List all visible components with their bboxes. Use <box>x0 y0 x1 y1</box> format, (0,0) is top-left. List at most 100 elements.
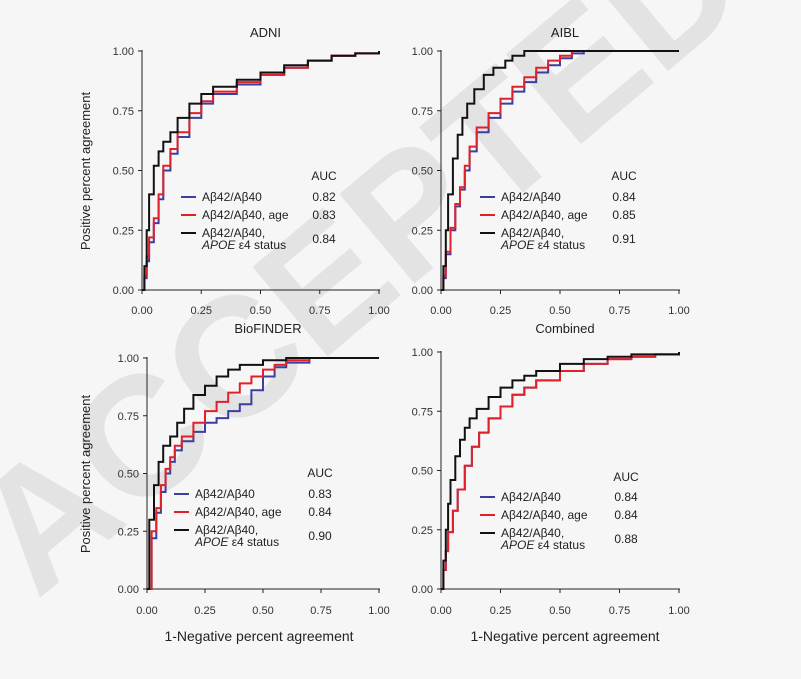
x-tick-label: 0.75 <box>310 605 331 617</box>
x-tick-label: 0.50 <box>250 305 271 317</box>
x-tick-label: 0.00 <box>430 305 451 317</box>
x-tick-label: 1.00 <box>368 605 389 617</box>
x-tick-label: 0.25 <box>191 305 212 317</box>
y-tick-label: 0.50 <box>412 166 433 178</box>
legend-label-gene: APOE <box>500 238 535 252</box>
y-tick-label: 0.50 <box>113 166 134 178</box>
roc-curve-3 <box>142 51 380 291</box>
y-tick-label: 0.25 <box>412 225 433 237</box>
legend-label: Aβ42/Aβ40, age <box>195 505 282 519</box>
legend-auc-value: 0.84 <box>614 508 638 522</box>
x-tick-label: 0.25 <box>490 305 511 317</box>
y-tick-label: 0.50 <box>412 466 433 478</box>
legend-label-line2: APOE ε4 status <box>201 238 286 252</box>
y-tick-label: 0.75 <box>412 406 433 418</box>
legend-label-gene: APOE <box>500 538 535 552</box>
legend-auc-header: AUC <box>613 470 639 484</box>
y-tick-label: 0.00 <box>113 285 134 297</box>
legend-auc-value: 0.85 <box>612 208 636 222</box>
panel-adni: ADNI 0.00 0.00 0.25 0.25 0.50 0.50 0.75 0.75 1.00… <box>113 25 390 317</box>
legend-auc-header: AUC <box>307 466 333 480</box>
legend-auc-value: 0.88 <box>614 532 638 546</box>
x-tick-label: 0.50 <box>549 605 570 617</box>
legend-auc-header: AUC <box>611 169 637 183</box>
panel-title: BioFINDER <box>234 321 301 336</box>
legend-label: Aβ42/Aβ40, age <box>501 508 588 522</box>
roc-curve-3 <box>441 50 679 291</box>
legend-label: Aβ42/Aβ40, age <box>202 208 289 222</box>
legend-label: Aβ42/Aβ40, <box>501 226 564 240</box>
legend-label: Aβ42/Aβ40 <box>202 190 262 204</box>
legend-auc-value: 0.84 <box>614 490 638 504</box>
x-tick-label: 0.25 <box>194 605 215 617</box>
x-axis-title-left: 1-Negative percent agreement <box>164 628 353 644</box>
legend-label: Aβ42/Aβ40 <box>195 487 255 501</box>
legend-label-rest: ε4 status <box>235 238 286 252</box>
legend-auc-value: 0.83 <box>312 208 336 222</box>
legend-label: Aβ42/Aβ40, <box>202 226 265 240</box>
y-tick-label: 0.25 <box>113 225 134 237</box>
x-tick-label: 0.00 <box>430 605 451 617</box>
x-tick-label: 0.00 <box>131 305 152 317</box>
panels: ADNI 0.00 0.00 0.25 0.25 0.50 0.50 0.75 0.75 1.00… <box>113 25 690 617</box>
y-tick-label: 0.75 <box>412 106 433 118</box>
legend-auc-value: 0.84 <box>308 505 332 519</box>
legend-auc-value: 0.90 <box>308 529 332 543</box>
legend-label-rest: ε4 status <box>228 535 279 549</box>
x-tick-label: 1.00 <box>668 305 689 317</box>
x-tick-label: 0.50 <box>252 605 273 617</box>
x-tick-label: 0.75 <box>609 305 630 317</box>
legend-label: Aβ42/Aβ40, <box>501 526 564 540</box>
y-tick-label: 0.25 <box>118 526 139 538</box>
legend-label-line2: APOE ε4 status <box>194 535 279 549</box>
panel-title: Combined <box>535 321 594 336</box>
panel-biofinder: BioFINDER 0.00 0.00 0.25 0.25 0.50 0.50 0.75 0.7… <box>118 321 390 617</box>
roc-curve-2 <box>147 357 379 590</box>
y-tick-label: 0.75 <box>113 106 134 118</box>
panel-aibl: AIBL 0.00 0.00 0.25 0.25 0.50 0.50 0.75 0.75 1.00… <box>412 25 690 317</box>
y-tick-label: 0.75 <box>118 411 139 423</box>
legend-auc-value: 0.91 <box>612 232 636 246</box>
legend-auc-value: 0.84 <box>612 190 636 204</box>
roc-curve-3 <box>441 352 680 590</box>
y-tick-label: 1.00 <box>412 46 433 58</box>
x-tick-label: 0.75 <box>309 305 330 317</box>
roc-curve-1 <box>441 352 680 590</box>
y-tick-label: 1.00 <box>118 353 139 365</box>
legend-label: Aβ42/Aβ40, age <box>501 208 588 222</box>
legend-label-line2: APOE ε4 status <box>500 238 585 252</box>
legend-auc-value: 0.82 <box>312 190 336 204</box>
y-tick-label: 1.00 <box>412 347 433 359</box>
legend-label: Aβ42/Aβ40 <box>501 490 561 504</box>
x-tick-label: 1.00 <box>668 605 689 617</box>
y-axis-title-bottom: Positive percent agreement <box>78 394 93 553</box>
x-tick-label: 0.75 <box>609 605 630 617</box>
legend-label-gene: APOE <box>201 238 236 252</box>
x-tick-label: 1.00 <box>368 305 389 317</box>
figure-labels: Positive percent agreement Positive perce… <box>78 91 660 644</box>
x-tick-label: 0.00 <box>136 605 157 617</box>
legend-auc-value: 0.83 <box>308 487 332 501</box>
y-tick-label: 0.00 <box>118 584 139 596</box>
y-tick-label: 0.00 <box>412 584 433 596</box>
legend-auc-value: 0.84 <box>312 232 336 246</box>
legend-label-line2: APOE ε4 status <box>500 538 585 552</box>
panel-title: AIBL <box>551 25 579 40</box>
legend-label: Aβ42/Aβ40, <box>195 523 258 537</box>
legend-label-rest: ε4 status <box>534 538 585 552</box>
x-axis-title-right: 1-Negative percent agreement <box>470 628 659 644</box>
legend-label-gene: APOE <box>194 535 229 549</box>
y-tick-label: 0.00 <box>412 285 433 297</box>
panel-combined: Combined 0.00 0.00 0.25 0.25 0.50 0.50 0.75 0.75… <box>412 321 690 617</box>
roc-curve-2 <box>441 50 679 291</box>
x-tick-label: 0.25 <box>490 605 511 617</box>
panel-title: ADNI <box>250 25 281 40</box>
y-tick-label: 0.25 <box>412 525 433 537</box>
y-axis-title-top: Positive percent agreement <box>78 91 93 250</box>
y-tick-label: 1.00 <box>113 46 134 58</box>
roc-curve-3 <box>147 357 379 590</box>
roc-curve-2 <box>441 352 680 590</box>
legend-label: Aβ42/Aβ40 <box>501 190 561 204</box>
